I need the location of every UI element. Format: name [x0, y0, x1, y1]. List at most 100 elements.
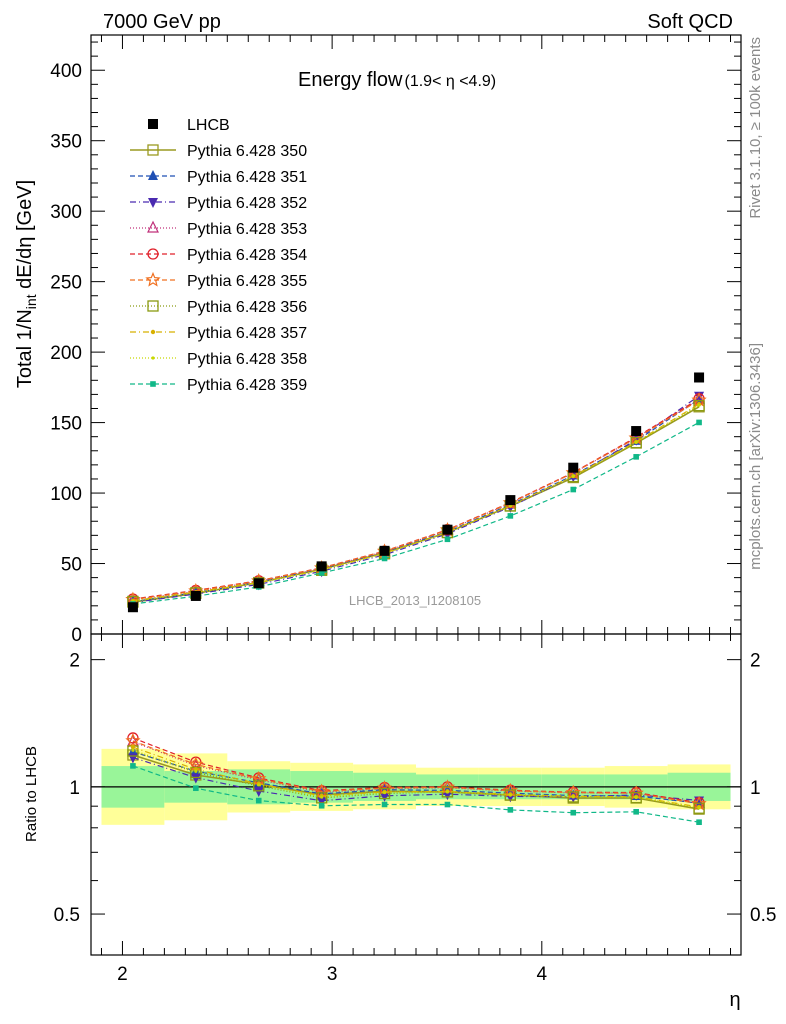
series-2 [127, 393, 705, 606]
marker-square [507, 513, 514, 519]
marker-square-open [315, 792, 328, 804]
marker-dot-small [151, 356, 155, 360]
legend-item: Pythia 6.428 355 [130, 271, 307, 290]
data-points [127, 372, 705, 613]
ratio-series-line [132, 765, 700, 823]
y-tick-label: 250 [50, 273, 82, 294]
marker-square-filled [190, 590, 201, 601]
x-tick-label: 4 [537, 964, 548, 985]
ratio-tick-label-left: 1 [69, 778, 80, 799]
marker-square-filled [442, 524, 453, 535]
legend-item: Pythia 6.428 352 [130, 195, 307, 212]
y-tick-label: 150 [50, 414, 82, 435]
marker-square [150, 381, 156, 387]
y-tick-label: 400 [50, 61, 82, 82]
legend-label: Pythia 6.428 359 [187, 377, 307, 394]
ratio-series-line [132, 751, 700, 804]
series-line [132, 395, 700, 604]
marker-dot-small [445, 790, 450, 794]
y-axis-label: Total 1/Nint dE/dη [GeV] [14, 180, 39, 388]
x-axis-label: η [729, 989, 740, 1011]
marker-square [696, 419, 702, 426]
series-line [132, 406, 700, 603]
legend-item: Pythia 6.428 354 [130, 247, 307, 264]
marker-square [255, 797, 262, 804]
series-4 [126, 392, 706, 605]
marker-square [381, 555, 388, 562]
marker-triangle-down [190, 773, 201, 784]
marker-dot-small [571, 474, 575, 479]
marker-dot-small [697, 403, 701, 407]
legend-label: Pythia 6.428 351 [187, 169, 307, 186]
ratio-series-line [132, 756, 700, 802]
legend-label: Pythia 6.428 352 [187, 195, 307, 212]
marker-square [318, 570, 325, 576]
marker-square [696, 819, 702, 826]
chart-title: Energy flow (1.9< η <4.9) [298, 69, 496, 91]
rivet-version-label: Rivet 3.1.10, ≥ 100k events [747, 37, 764, 219]
marker-square [318, 802, 325, 809]
legend-item: Pythia 6.428 353 [130, 220, 307, 238]
y-tick-label: 100 [50, 484, 82, 505]
marker-square-filled [631, 426, 642, 437]
ratio-series-10 [130, 763, 702, 826]
marker-square [444, 536, 451, 543]
legend-label: Pythia 6.428 355 [187, 273, 307, 290]
main-panel-series [125, 372, 707, 613]
legend-label: Pythia 6.428 350 [187, 143, 307, 160]
marker-dot-small [571, 795, 575, 799]
marker-dot-small [508, 504, 512, 508]
marker-dot [130, 744, 136, 750]
ratio-series-line [132, 741, 700, 804]
marker-triangle-down [316, 796, 327, 807]
series-line [132, 398, 700, 603]
series-line [132, 404, 700, 602]
energy-label: 7000 GeV pp [103, 11, 221, 33]
marker-square-filled [505, 495, 516, 506]
marker-square [444, 801, 451, 808]
process-label: Soft QCD [647, 11, 733, 33]
legend: LHCB Pythia 6.428 350 Pythia 6.428 351 Pyth… [130, 117, 307, 394]
marker-square-open [693, 400, 705, 412]
marker-square-open [378, 787, 391, 800]
y-axis-label-main: Total 1/N [14, 309, 36, 388]
legend-label: Pythia 6.428 357 [187, 325, 307, 342]
x-tick-label: 2 [117, 964, 128, 985]
marker-square-filled [316, 561, 327, 572]
analysis-label: LHCB_2013_I1208105 [349, 593, 481, 608]
chart-title-main: Energy flow [298, 69, 403, 91]
y-tick-label: 350 [50, 132, 82, 153]
ratio-series-line [132, 740, 700, 805]
mcplots-label: mcplots.cern.ch [arXiv:1306.3436] [747, 343, 764, 570]
series-line [132, 403, 700, 602]
series-8 [130, 401, 702, 603]
ratio-series-7 [127, 745, 705, 814]
marker-square-open [147, 300, 159, 312]
marker-triangle-down [442, 790, 453, 801]
legend-item: LHCB [148, 117, 230, 134]
marker-star-open [145, 271, 161, 287]
marker-square [570, 486, 577, 493]
legend-item: Pythia 6.428 351 [130, 169, 307, 186]
ratio-tick-label-left: 0.5 [54, 905, 80, 926]
marker-dot-small [634, 795, 638, 799]
series-1 [127, 401, 705, 608]
marker-square-filled [148, 119, 158, 129]
marker-dot [150, 329, 156, 335]
series-10 [130, 419, 702, 607]
marker-triangle-down [253, 786, 264, 797]
ratio-tick-label-right: 0.5 [750, 905, 776, 926]
series-7 [127, 400, 705, 608]
marker-dot-small [382, 790, 387, 795]
marker-star-open [125, 732, 141, 748]
marker-square-filled [379, 545, 390, 556]
series-line [132, 398, 700, 601]
marker-square [633, 454, 639, 460]
legend-label: Pythia 6.428 353 [187, 221, 307, 238]
legend-label: Pythia 6.428 358 [187, 351, 307, 368]
marker-dot-small [320, 795, 324, 799]
series-9 [131, 403, 701, 603]
axes: 2 3 4 0 50 100 150 200 250 300 350 400 0.5 0.5 1 1 2 2 [50, 35, 776, 985]
series-6 [125, 392, 707, 607]
